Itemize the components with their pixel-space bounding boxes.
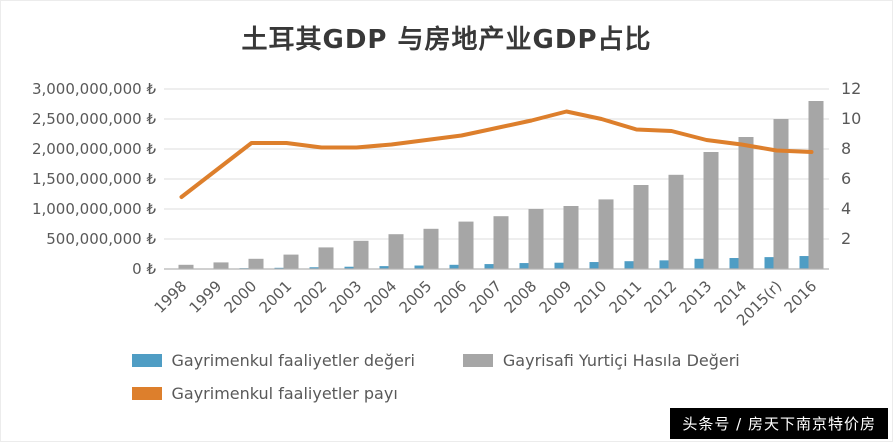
bar-gayrimenkul-faaliyetler-de-eri	[764, 257, 774, 269]
bar-gayrisafi-yurti-i-has-la-de-eri	[353, 240, 369, 269]
bar-gayrisafi-yurti-i-has-la-de-eri	[738, 137, 754, 269]
bar-gayrisafi-yurti-i-has-la-de-eri	[213, 262, 229, 269]
chart-title: 土耳其GDP 与房地产业GDP占比	[241, 25, 652, 55]
legend-swatch-orange	[131, 387, 162, 400]
bar-gayrisafi-yurti-i-has-la-de-eri	[668, 174, 684, 269]
legend-item-gdp: Gayrisafi Yurtiçi Hasıla Değeri	[462, 351, 740, 370]
x-axis-tick-label: 2002	[291, 277, 331, 317]
legend-label: Gayrisafi Yurtiçi Hasıla Değeri	[502, 351, 740, 370]
right-axis-tick-label: 10	[841, 109, 861, 128]
bar-gayrimenkul-faaliyetler-de-eri	[589, 262, 599, 269]
right-axis-tick-label: 8	[841, 139, 851, 158]
right-axis-tick-label: 4	[841, 199, 851, 218]
bar-gayrisafi-yurti-i-has-la-de-eri	[703, 152, 719, 269]
x-axis-tick-label: 2006	[431, 277, 471, 317]
x-axis-tick-label: 1999	[186, 277, 226, 317]
bar-gayrisafi-yurti-i-has-la-de-eri	[493, 216, 509, 269]
legend-item-real-estate-share: Gayrimenkul faaliyetler payı	[131, 384, 398, 403]
bar-gayrimenkul-faaliyetler-de-eri	[799, 256, 809, 269]
legend: Gayrimenkul faaliyetler değeri Gayrisafi…	[131, 351, 762, 403]
bar-gayrimenkul-faaliyetler-de-eri	[309, 267, 319, 269]
x-axis-tick-label: 2010	[571, 277, 611, 317]
right-axis-tick-label: 2	[841, 229, 851, 248]
bar-gayrimenkul-faaliyetler-de-eri	[729, 258, 739, 269]
x-axis-tick-label: 2013	[676, 277, 716, 317]
bar-gayrisafi-yurti-i-has-la-de-eri	[388, 234, 404, 269]
bar-gayrimenkul-faaliyetler-de-eri	[449, 264, 459, 269]
bar-gayrisafi-yurti-i-has-la-de-eri	[423, 228, 439, 269]
bar-gayrimenkul-faaliyetler-de-eri	[694, 258, 704, 269]
x-axis-tick-label: 2007	[466, 277, 506, 317]
bar-gayrimenkul-faaliyetler-de-eri	[519, 263, 529, 269]
x-axis-tick-label: 2011	[606, 277, 646, 317]
x-axis-tick-label: 2016	[781, 277, 821, 317]
right-axis-tick-label: 6	[841, 169, 851, 188]
bar-gayrimenkul-faaliyetler-de-eri	[379, 266, 389, 269]
x-axis-tick-label: 2005	[396, 277, 436, 317]
legend-swatch-gray	[462, 354, 493, 367]
x-axis-tick-label: 2012	[641, 277, 681, 317]
x-axis-tick-label: 2003	[326, 277, 366, 317]
line-gayrimenkul-faaliyetler-pay-	[179, 109, 814, 199]
left-axis-tick-label: 1,000,000,000 ₺	[32, 200, 157, 218]
bar-gayrisafi-yurti-i-has-la-de-eri	[808, 101, 824, 269]
x-axis-tick-label: 2004	[361, 277, 401, 317]
watermark-banner: 头条号 / 房天下南京特价房	[670, 408, 888, 439]
legend-label: Gayrimenkul faaliyetler değeri	[171, 351, 415, 370]
bar-gayrimenkul-faaliyetler-de-eri	[659, 260, 669, 269]
left-axis-tick-label: 1,500,000,000 ₺	[32, 170, 157, 188]
bar-gayrisafi-yurti-i-has-la-de-eri	[773, 119, 789, 269]
left-axis-tick-label: 3,000,000,000 ₺	[32, 80, 157, 98]
bar-gayrimenkul-faaliyetler-de-eri	[554, 262, 564, 269]
left-axis-tick-label: 0 ₺	[132, 260, 156, 278]
bar-gayrisafi-yurti-i-has-la-de-eri	[248, 258, 264, 269]
legend-swatch-blue	[131, 354, 162, 367]
x-axis-tick-label: 2000	[221, 277, 261, 317]
x-axis-tick-label: 1998	[151, 277, 191, 317]
left-axis-tick-label: 2,500,000,000 ₺	[32, 110, 157, 128]
bar-gayrisafi-yurti-i-has-la-de-eri	[633, 185, 649, 269]
x-axis-tick-label: 2001	[256, 277, 296, 317]
x-axis-tick-label: 2008	[501, 277, 541, 317]
legend-item-real-estate-value: Gayrimenkul faaliyetler değeri	[131, 351, 415, 370]
bar-gayrisafi-yurti-i-has-la-de-eri	[458, 221, 474, 269]
bar-gayrimenkul-faaliyetler-de-eri	[484, 264, 494, 269]
bar-gayrisafi-yurti-i-has-la-de-eri	[178, 264, 194, 269]
bar-gayrisafi-yurti-i-has-la-de-eri	[283, 254, 299, 269]
bar-gayrisafi-yurti-i-has-la-de-eri	[318, 247, 334, 269]
bar-gayrimenkul-faaliyetler-de-eri	[624, 261, 634, 269]
bar-gayrisafi-yurti-i-has-la-de-eri	[528, 209, 544, 269]
bar-gayrimenkul-faaliyetler-de-eri	[344, 266, 354, 269]
bar-gayrisafi-yurti-i-has-la-de-eri	[598, 199, 614, 269]
legend-label: Gayrimenkul faaliyetler payı	[171, 384, 398, 403]
bar-gayrimenkul-faaliyetler-de-eri	[414, 265, 424, 269]
left-axis-tick-label: 500,000,000 ₺	[46, 230, 156, 248]
right-axis-tick-label: 12	[841, 79, 861, 98]
bar-gayrisafi-yurti-i-has-la-de-eri	[563, 206, 579, 269]
left-axis-tick-label: 2,000,000,000 ₺	[32, 140, 157, 158]
x-axis-tick-label: 2009	[536, 277, 576, 317]
